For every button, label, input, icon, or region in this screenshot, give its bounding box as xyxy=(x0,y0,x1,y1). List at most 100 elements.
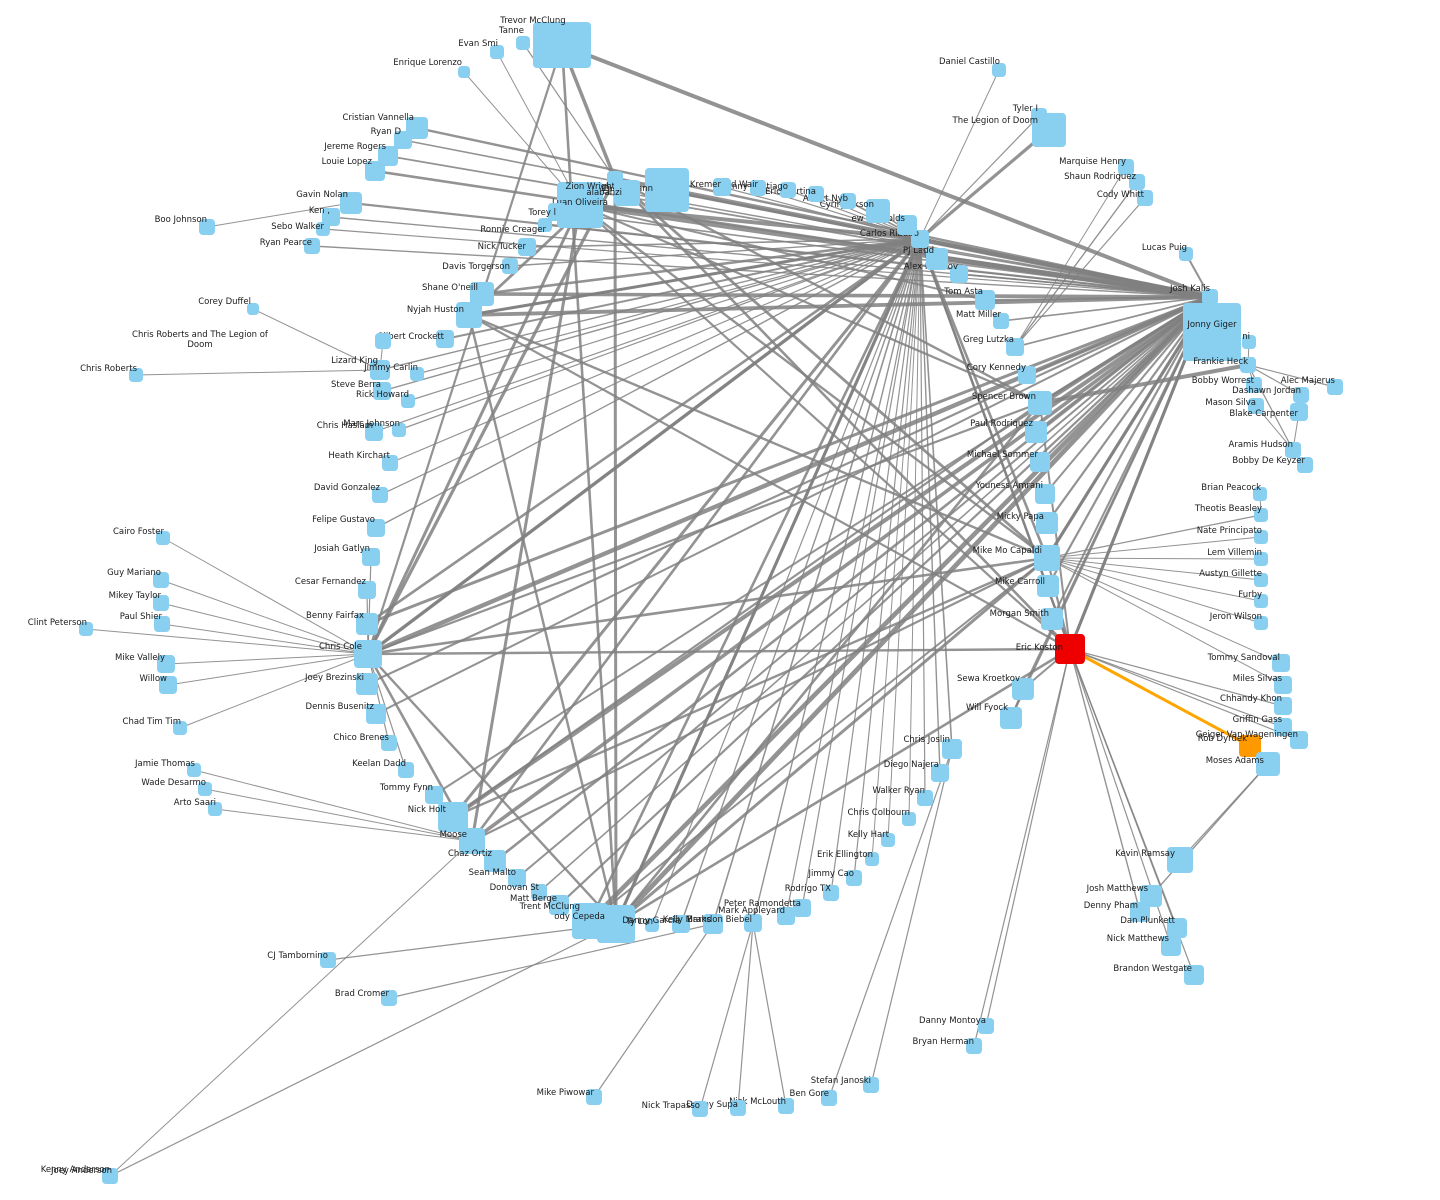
graph-node[interactable] xyxy=(645,918,659,932)
graph-node[interactable] xyxy=(1248,398,1264,414)
graph-node[interactable] xyxy=(931,764,949,782)
graph-node[interactable] xyxy=(1034,545,1060,571)
graph-node[interactable] xyxy=(777,907,795,925)
graph-node[interactable] xyxy=(533,22,591,68)
graph-node[interactable] xyxy=(157,655,175,673)
graph-node[interactable] xyxy=(438,802,468,832)
graph-node[interactable] xyxy=(1183,303,1241,361)
graph-node[interactable] xyxy=(425,786,443,804)
graph-node[interactable] xyxy=(1018,366,1036,384)
graph-node[interactable] xyxy=(1032,113,1066,147)
graph-node[interactable] xyxy=(392,423,406,437)
graph-node[interactable] xyxy=(1167,847,1193,873)
graph-node[interactable] xyxy=(549,895,569,915)
graph-node[interactable] xyxy=(1285,442,1301,458)
graph-node[interactable] xyxy=(897,215,917,235)
graph-node[interactable] xyxy=(354,640,382,668)
graph-node[interactable] xyxy=(917,790,933,806)
graph-node[interactable] xyxy=(459,828,485,854)
graph-node[interactable] xyxy=(821,1090,837,1106)
graph-node[interactable] xyxy=(320,952,336,968)
graph-node[interactable] xyxy=(538,218,552,232)
graph-node[interactable] xyxy=(173,721,187,735)
graph-node[interactable] xyxy=(362,548,380,566)
graph-node[interactable] xyxy=(518,238,536,256)
graph-node[interactable] xyxy=(1254,530,1268,544)
graph-node[interactable] xyxy=(823,885,839,901)
graph-node[interactable] xyxy=(458,66,470,78)
graph-node[interactable] xyxy=(382,455,398,471)
graph-node[interactable] xyxy=(808,186,824,202)
graph-node[interactable] xyxy=(866,199,890,223)
graph-node[interactable] xyxy=(1254,594,1268,608)
graph-node[interactable] xyxy=(1167,918,1187,938)
graph-node[interactable] xyxy=(1253,487,1267,501)
graph-node[interactable] xyxy=(1290,403,1308,421)
graph-node[interactable] xyxy=(863,1077,879,1093)
graph-node[interactable] xyxy=(1129,174,1145,190)
graph-node[interactable] xyxy=(548,203,566,221)
graph-node[interactable] xyxy=(1254,508,1268,522)
graph-node[interactable] xyxy=(356,613,378,635)
graph-node[interactable] xyxy=(614,180,640,206)
graph-node[interactable] xyxy=(902,812,916,826)
graph-node[interactable] xyxy=(778,1098,794,1114)
graph-node[interactable] xyxy=(1254,573,1268,587)
graph-node[interactable] xyxy=(1028,391,1052,415)
graph-node[interactable] xyxy=(79,622,93,636)
graph-node[interactable] xyxy=(1041,608,1063,630)
graph-node[interactable] xyxy=(156,531,170,545)
graph-node[interactable] xyxy=(1327,379,1343,395)
graph-node[interactable] xyxy=(744,914,762,932)
graph-node[interactable] xyxy=(381,990,397,1006)
graph-node[interactable] xyxy=(1290,731,1308,749)
graph-node[interactable] xyxy=(1293,387,1309,403)
graph-node[interactable] xyxy=(304,238,320,254)
graph-node[interactable] xyxy=(394,131,412,149)
graph-node[interactable] xyxy=(840,193,856,209)
graph-node[interactable] xyxy=(926,248,948,270)
graph-node[interactable] xyxy=(104,1170,116,1182)
graph-node[interactable] xyxy=(208,802,222,816)
graph-node[interactable] xyxy=(1179,247,1193,261)
graph-node[interactable] xyxy=(490,45,504,59)
graph-node[interactable] xyxy=(1012,678,1034,700)
graph-node[interactable] xyxy=(340,192,362,214)
graph-node[interactable] xyxy=(153,572,169,588)
graph-node[interactable] xyxy=(586,1089,602,1105)
graph-node[interactable] xyxy=(410,367,424,381)
graph-node[interactable] xyxy=(1240,357,1256,373)
graph-node[interactable] xyxy=(992,63,1006,77)
graph-node[interactable] xyxy=(865,852,879,866)
graph-node[interactable] xyxy=(1274,697,1292,715)
graph-node[interactable] xyxy=(1202,289,1218,305)
graph-node[interactable] xyxy=(1246,377,1262,393)
graph-node[interactable] xyxy=(713,178,731,196)
graph-node[interactable] xyxy=(780,182,796,198)
graph-node[interactable] xyxy=(950,265,968,283)
graph-node[interactable] xyxy=(1025,421,1047,443)
graph-node[interactable] xyxy=(1254,616,1268,630)
graph-node[interactable] xyxy=(1035,484,1055,504)
graph-node[interactable] xyxy=(154,616,170,632)
graph-node[interactable] xyxy=(358,581,376,599)
graph-node[interactable] xyxy=(1137,190,1153,206)
graph-node[interactable] xyxy=(1055,634,1085,664)
graph-node[interactable] xyxy=(381,735,397,751)
graph-node[interactable] xyxy=(1242,335,1256,349)
graph-node[interactable] xyxy=(484,850,506,872)
graph-node[interactable] xyxy=(322,208,340,226)
graph-node[interactable] xyxy=(356,673,378,695)
graph-node[interactable] xyxy=(375,333,391,349)
graph-node[interactable] xyxy=(1036,512,1058,534)
graph-node[interactable] xyxy=(373,382,391,400)
graph-node[interactable] xyxy=(1254,552,1268,566)
graph-node[interactable] xyxy=(1239,735,1261,757)
graph-node[interactable] xyxy=(1161,936,1181,956)
graph-node[interactable] xyxy=(516,36,530,50)
graph-node[interactable] xyxy=(978,1018,994,1034)
graph-node[interactable] xyxy=(846,870,862,886)
graph-node[interactable] xyxy=(398,762,414,778)
graph-node[interactable] xyxy=(508,869,526,887)
